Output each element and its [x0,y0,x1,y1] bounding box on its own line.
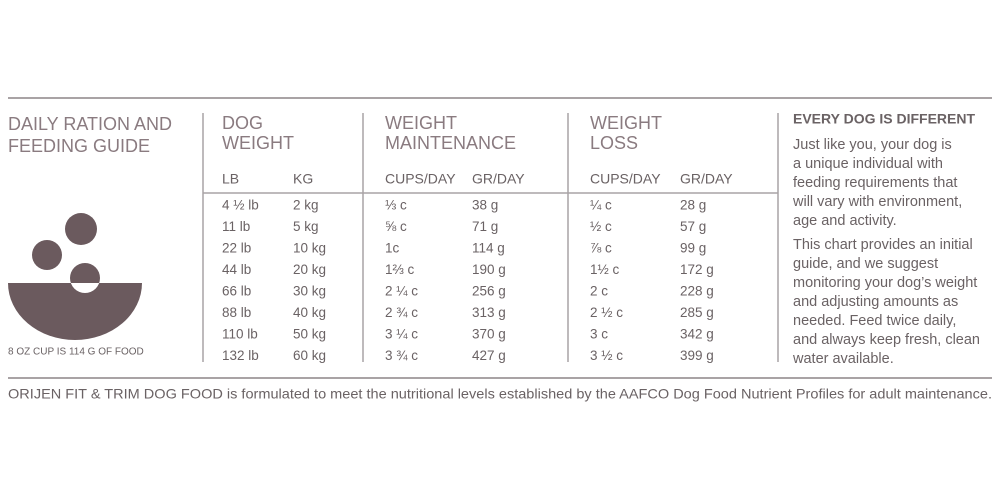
cell: ⅞ c [590,241,612,256]
title: FEEDING GUIDE [8,136,150,156]
group-heading: LOSS [590,133,638,153]
cell: 5 kg [293,219,319,234]
title: DAILY RATION AND [8,114,172,134]
cell: ¼ c [590,198,612,213]
cell: 342 g [680,327,714,342]
cell: 172 g [680,262,714,277]
caption: 8 OZ CUP IS 114 G OF FOOD [8,347,144,358]
cell: 1½ c [590,262,620,277]
cell: 88 lb [222,305,251,320]
cell: 30 kg [293,284,326,299]
sidebar-line: needed. Feed twice daily, [793,313,956,329]
cell: 399 g [680,348,714,363]
bowl [8,283,142,340]
cell: 1⅔ c [385,262,415,277]
cell: 228 g [680,284,714,299]
column-heading: CUPS/DAY [590,171,661,187]
column-heading: LB [222,171,239,187]
sidebar-line: This chart provides an initial [793,237,973,253]
group-heading: MAINTENANCE [385,133,516,153]
sidebar-line: Just like you, your dog is [793,137,952,153]
column-heading: KG [293,171,313,187]
cell: 3 c [590,327,608,342]
sidebar-line: age and activity. [793,213,897,229]
cell: 20 kg [293,262,326,277]
cell: 370 g [472,327,506,342]
kibble [65,213,97,245]
cell: 2 ½ c [590,305,623,320]
cell: 427 g [472,348,506,363]
cell: 66 lb [222,284,251,299]
sidebar-line: and adjusting amounts as [793,294,958,310]
cell: 99 g [680,241,706,256]
cell: 50 kg [293,327,326,342]
group-heading: WEIGHT [385,113,457,133]
cell: 2 kg [293,198,319,213]
column-heading: GR/DAY [680,171,733,187]
bowl-icon [8,213,142,340]
cell: ⅓ c [385,198,407,213]
cell: 190 g [472,262,506,277]
sidebar-heading: EVERY DOG IS DIFFERENT [793,111,975,127]
sidebar-line: water available. [792,351,894,367]
cell: 2 ¾ c [385,305,418,320]
column-heading: CUPS/DAY [385,171,456,187]
group-heading: WEIGHT [222,133,294,153]
cell: ⅝ c [385,219,407,234]
footer: ORIJEN FIT & TRIM DOG FOOD is formulated… [8,386,992,402]
cell: 4 ½ lb [222,198,259,213]
cell: 60 kg [293,348,326,363]
cell: 285 g [680,305,714,320]
cell: 10 kg [293,241,326,256]
cell: 2 c [590,284,608,299]
cell: 2 ¼ c [385,284,418,299]
cell: 28 g [680,198,706,213]
cell: 313 g [472,305,506,320]
column-heading: GR/DAY [472,171,525,187]
cell: 40 kg [293,305,326,320]
group-heading: DOG [222,113,263,133]
cell: 11 lb [222,219,250,234]
cell: 3 ¼ c [385,327,418,342]
cell: 57 g [680,219,706,234]
group-heading: WEIGHT [590,113,662,133]
cell: 1c [385,241,400,256]
cell: 22 lb [222,241,251,256]
kibble-cutout [70,283,100,293]
cell: 3 ¾ c [385,348,418,363]
sidebar-line: will vary with environment, [792,194,962,210]
cell: 132 lb [222,348,259,363]
cell: 256 g [472,284,506,299]
sidebar-line: guide, and we suggest [793,256,938,272]
kibble [32,240,62,270]
sidebar-line: monitoring your dog’s weight [793,275,977,291]
cell: ½ c [590,219,612,234]
cell: 71 g [472,219,498,234]
cell: 110 lb [222,327,258,342]
sidebar-line: feeding requirements that [793,175,957,191]
sidebar-line: a unique individual with [793,156,943,172]
cell: 38 g [472,198,498,213]
sidebar-line: and always keep fresh, clean [793,332,980,348]
cell: 114 g [472,241,505,256]
cell: 3 ½ c [590,348,623,363]
cell: 44 lb [222,262,251,277]
